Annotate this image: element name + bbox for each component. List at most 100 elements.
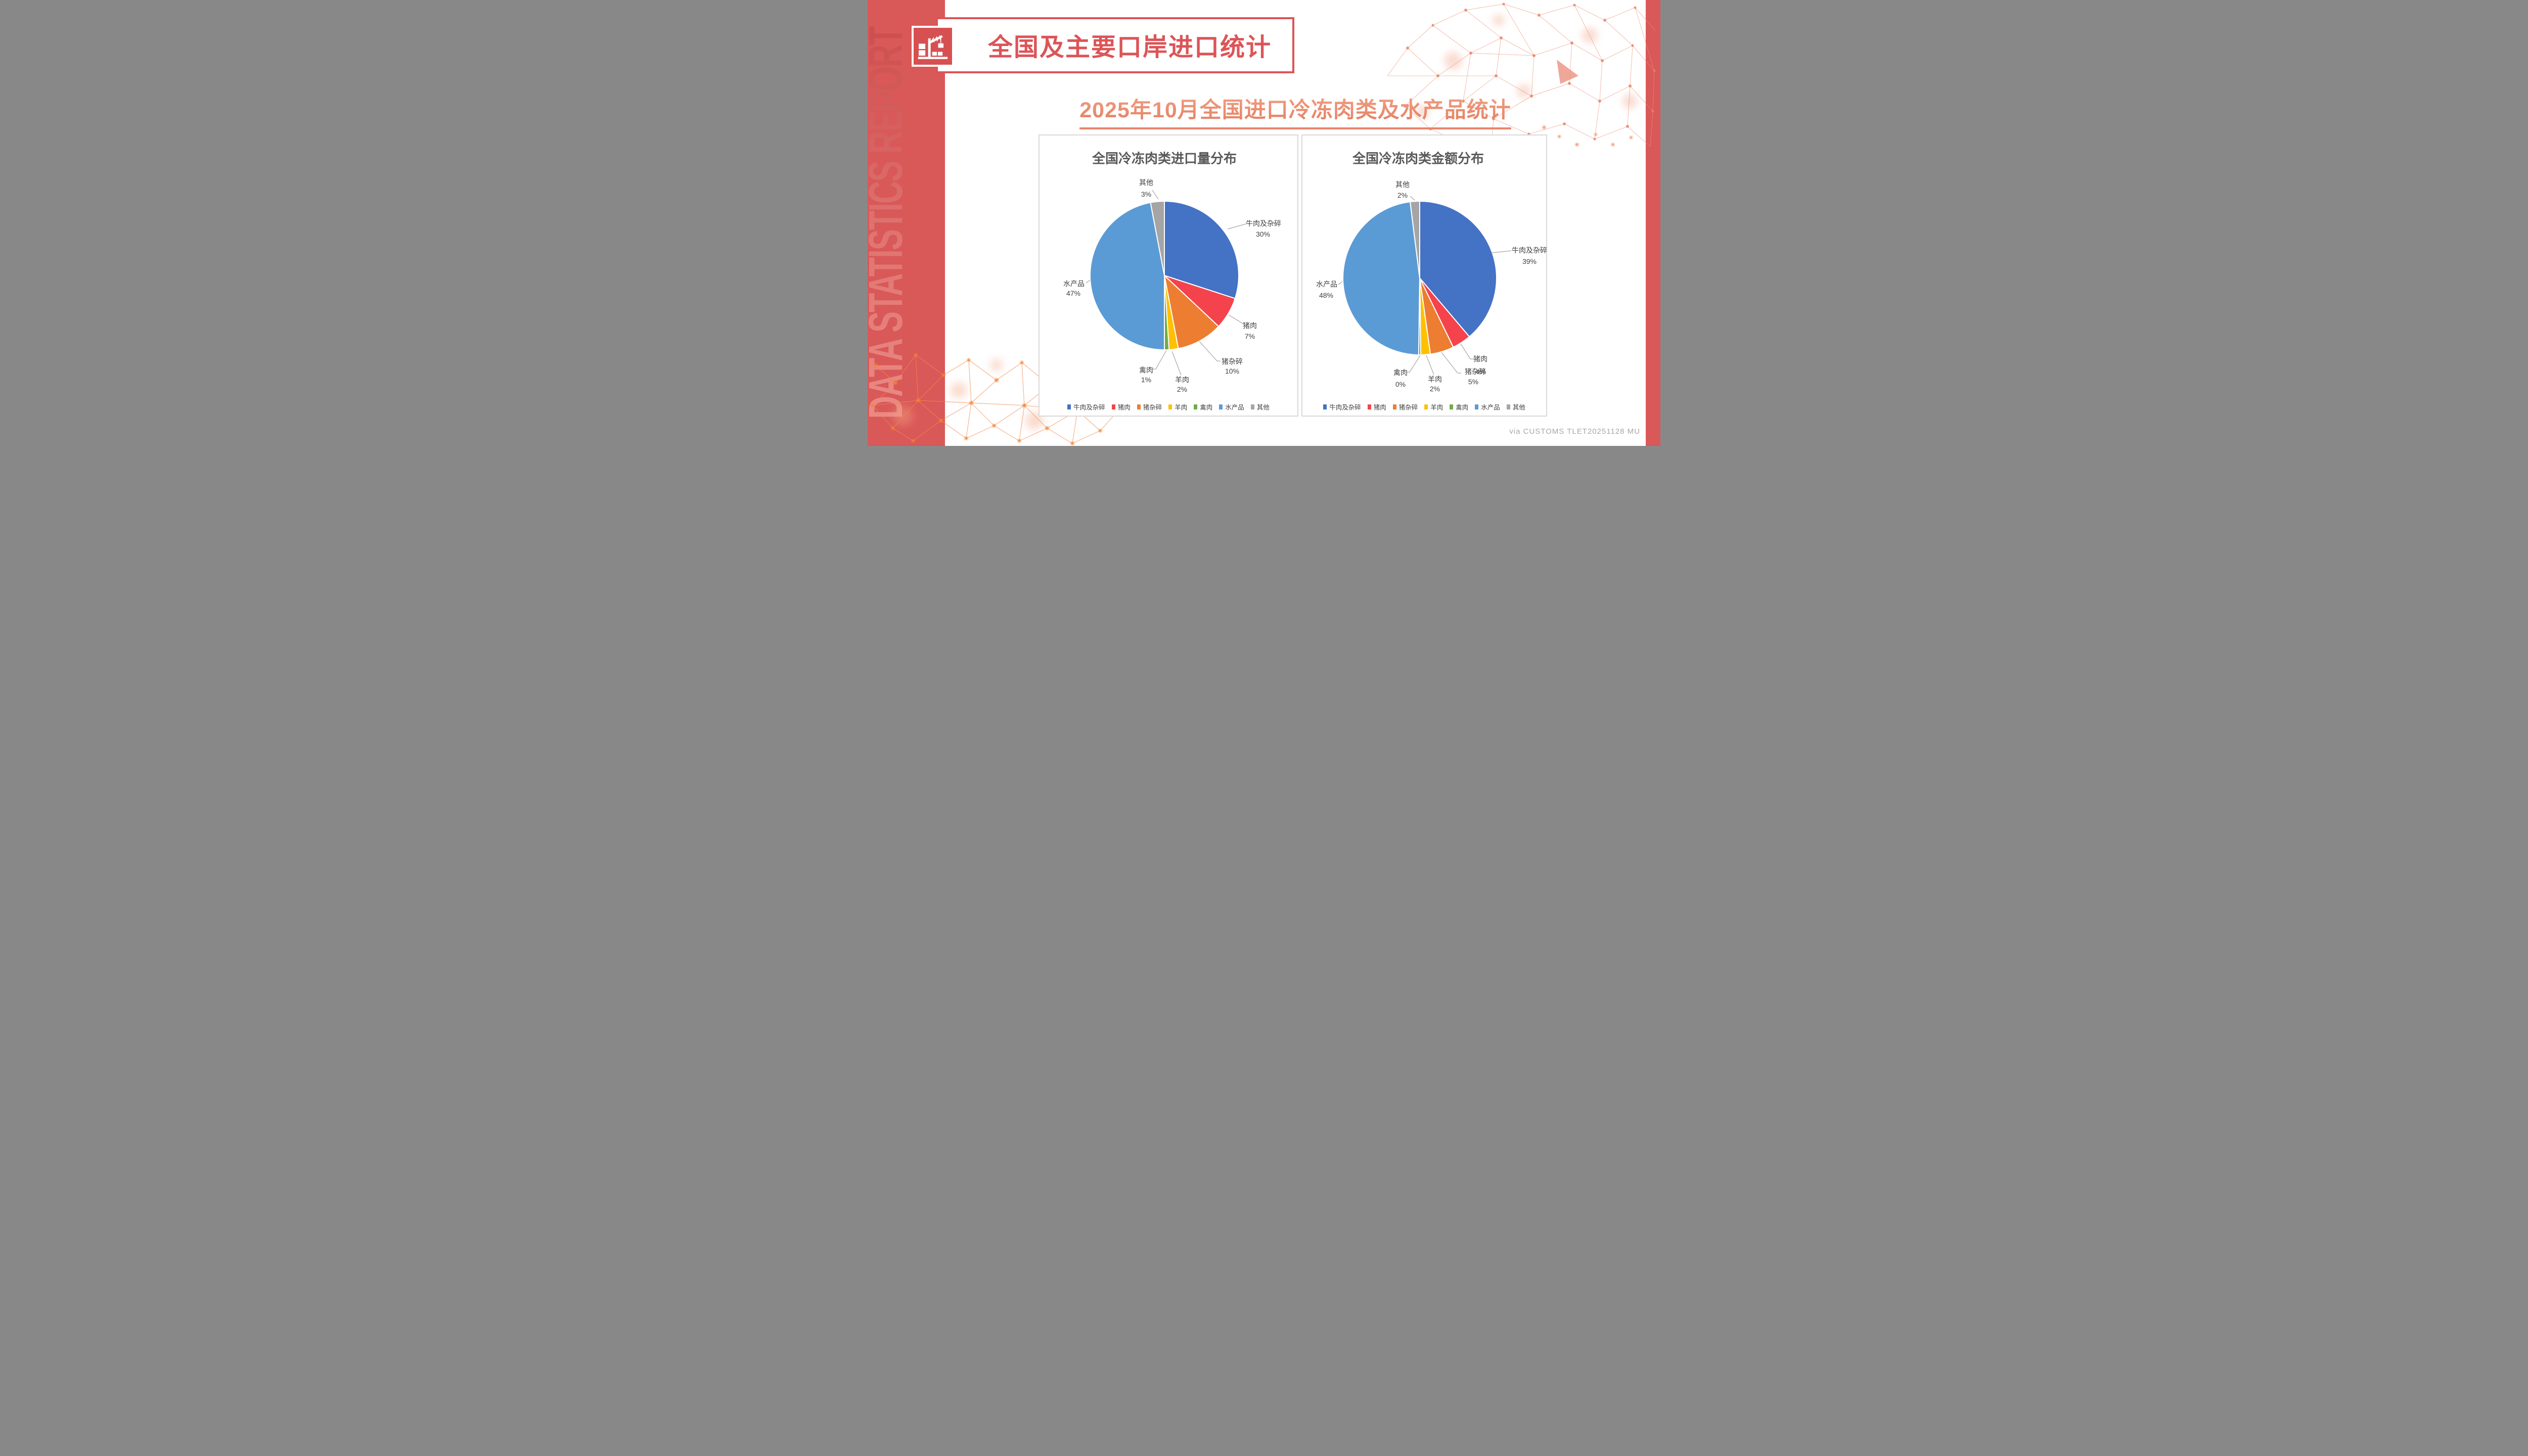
leader-line-pork (1228, 314, 1244, 325)
data-label-percent-beef: 39% (1522, 257, 1537, 265)
page-title: 全国及主要口岸进口统计 (987, 34, 1272, 61)
legend-label-beef: 牛肉及杂碎 (1329, 404, 1361, 411)
attribution-text: via CUSTOMS TLET20251128 MU (1509, 427, 1640, 436)
data-label-name-other: 其他 (1139, 178, 1153, 187)
chart-panel-volume: 全国冷冻肉类进口量分布 牛肉及杂碎 30% 猪肉 7% 猪杂碎 10% 羊肉 2% 禽肉 1% 水产品… (1039, 134, 1298, 417)
legend-swatch-poultry (1450, 404, 1454, 410)
legend-label-pork_offal: 猪杂碎 (1398, 404, 1418, 411)
legend-item-pork: 猪肉 (1111, 402, 1131, 412)
slide-import-statistics: DATA STATISTICS REPORT (868, 0, 1660, 446)
data-label-percent-other: 2% (1397, 191, 1408, 199)
leader-line-lamb (1171, 351, 1182, 376)
leader-line-pork_offal (1199, 341, 1221, 361)
legend-label-lamb: 羊肉 (1175, 404, 1188, 411)
legend-item-other: 其他 (1250, 402, 1270, 412)
legend-label-poultry: 禽肉 (1200, 404, 1213, 411)
data-label-name-pork_offal: 猪杂碎 (1465, 368, 1486, 376)
legend-item-poultry: 禽肉 (1194, 402, 1212, 412)
data-label-percent-pork: 4% (1475, 368, 1486, 376)
legend-swatch-other (1250, 404, 1254, 410)
header-title-box: 全国及主要口岸进口统计 (936, 17, 1294, 73)
legend-swatch-poultry (1194, 404, 1198, 410)
data-label-name-seafood: 水产品 (1316, 280, 1337, 288)
legend-item-seafood: 水产品 (1219, 402, 1244, 412)
data-label-percent-pork_offal: 5% (1468, 378, 1479, 386)
legend-swatch-beef (1323, 404, 1327, 410)
data-label-percent-lamb: 2% (1177, 385, 1188, 393)
subtitle-wrap: 2025年10月全国进口冷冻肉类及水产品统计 (945, 93, 1646, 129)
legend-item-other: 其他 (1506, 402, 1525, 412)
data-label-name-beef: 牛肉及杂碎 (1512, 246, 1547, 254)
data-label-percent-seafood: 47% (1066, 289, 1081, 297)
legend-item-beef: 牛肉及杂碎 (1067, 402, 1105, 412)
data-label-percent-beef: 30% (1255, 230, 1271, 238)
legend-item-beef: 牛肉及杂碎 (1323, 402, 1361, 412)
data-label-name-poultry: 禽肉 (1139, 366, 1153, 374)
data-label-percent-lamb: 2% (1429, 385, 1440, 393)
data-label-percent-other: 3% (1141, 190, 1152, 198)
legend-label-pork: 猪肉 (1117, 404, 1131, 411)
legend-swatch-pork (1367, 404, 1371, 410)
pie-slice-beef (1164, 201, 1239, 299)
legend-item-pork_offal: 猪杂碎 (1137, 402, 1162, 412)
legend-item-lamb: 羊肉 (1424, 402, 1443, 412)
data-label-name-poultry: 禽肉 (1393, 369, 1408, 377)
leader-line-beef (1227, 223, 1246, 230)
leader-line-pork (1460, 343, 1474, 359)
leader-line-beef (1492, 250, 1512, 253)
data-label-percent-pork: 7% (1244, 332, 1255, 340)
data-label-percent-pork_offal: 10% (1225, 367, 1240, 375)
chart-title: 全国冷冻肉类进口量分布 (1092, 151, 1237, 166)
legend-label-other: 其他 (1256, 404, 1270, 411)
data-label-percent-poultry: 1% (1141, 376, 1152, 384)
legend-swatch-lamb (1424, 404, 1428, 410)
chart-legend: 牛肉及杂碎 猪肉 猪杂碎 羊肉 禽肉 水产品 其他 (1040, 402, 1297, 412)
pie-slice-other (1410, 201, 1420, 279)
data-label-name-beef: 牛肉及杂碎 (1246, 219, 1281, 228)
sidebar-vertical-text: DATA STATISTICS REPORT (868, 0, 928, 446)
legend-label-poultry: 禽肉 (1456, 404, 1469, 411)
data-label-percent-seafood: 48% (1319, 291, 1334, 299)
pie-chart (1338, 196, 1512, 375)
pie-slice-seafood (1089, 202, 1165, 350)
leader-line-other (1410, 196, 1415, 201)
leader-line-poultry (1407, 355, 1421, 373)
data-label-name-pork_offal: 猪杂碎 (1222, 357, 1243, 366)
data-label-name-pork: 猪肉 (1243, 322, 1257, 330)
data-label-name-pork: 猪肉 (1473, 355, 1487, 363)
pie-chart (1086, 190, 1246, 376)
pie-slice-pork_offal (1164, 275, 1220, 349)
legend-swatch-other (1506, 404, 1510, 410)
legend-item-pork: 猪肉 (1367, 402, 1386, 412)
chart-title: 全国冷冻肉类金额分布 (1352, 151, 1484, 166)
sidebar: DATA STATISTICS REPORT (868, 0, 945, 446)
legend-label-lamb: 羊肉 (1430, 404, 1443, 411)
data-label-name-lamb: 羊肉 (1175, 376, 1189, 384)
legend-swatch-beef (1067, 404, 1071, 410)
legend-swatch-pork_offal (1137, 404, 1141, 410)
chart-legend: 牛肉及杂碎 猪肉 猪杂碎 羊肉 禽肉 水产品 其他 (1302, 402, 1546, 412)
legend-swatch-seafood (1475, 404, 1479, 410)
leader-line-pork_offal (1441, 352, 1461, 374)
legend-label-pork_offal: 猪杂碎 (1143, 404, 1162, 411)
legend-label-beef: 牛肉及杂碎 (1073, 404, 1105, 411)
leader-line-seafood (1086, 280, 1091, 284)
data-label-name-seafood: 水产品 (1063, 280, 1085, 288)
legend-item-poultry: 禽肉 (1450, 402, 1468, 412)
legend-item-seafood: 水产品 (1475, 402, 1500, 412)
leader-line-seafood (1338, 281, 1343, 285)
legend-swatch-lamb (1168, 404, 1172, 410)
leader-line-poultry (1153, 350, 1167, 370)
pie-slice-other (1150, 200, 1165, 276)
leader-line-other (1152, 190, 1159, 200)
leader-line-lamb (1426, 355, 1434, 375)
legend-label-other: 其他 (1512, 404, 1525, 411)
legend-item-pork_offal: 猪杂碎 (1392, 402, 1418, 412)
legend-label-pork: 猪肉 (1373, 404, 1386, 411)
legend-swatch-pork_offal (1392, 404, 1396, 410)
data-label-name-other: 其他 (1395, 180, 1410, 189)
legend-label-seafood: 水产品 (1481, 404, 1500, 411)
subtitle: 2025年10月全国进口冷冻肉类及水产品统计 (1079, 93, 1511, 129)
pie-slice-seafood (1342, 201, 1420, 355)
chart-panel-value: 全国冷冻肉类金额分布 牛肉及杂碎 39% 猪肉 4% 猪杂碎 5% 羊肉 2% 禽肉 0% 水产品 48… (1301, 134, 1547, 417)
